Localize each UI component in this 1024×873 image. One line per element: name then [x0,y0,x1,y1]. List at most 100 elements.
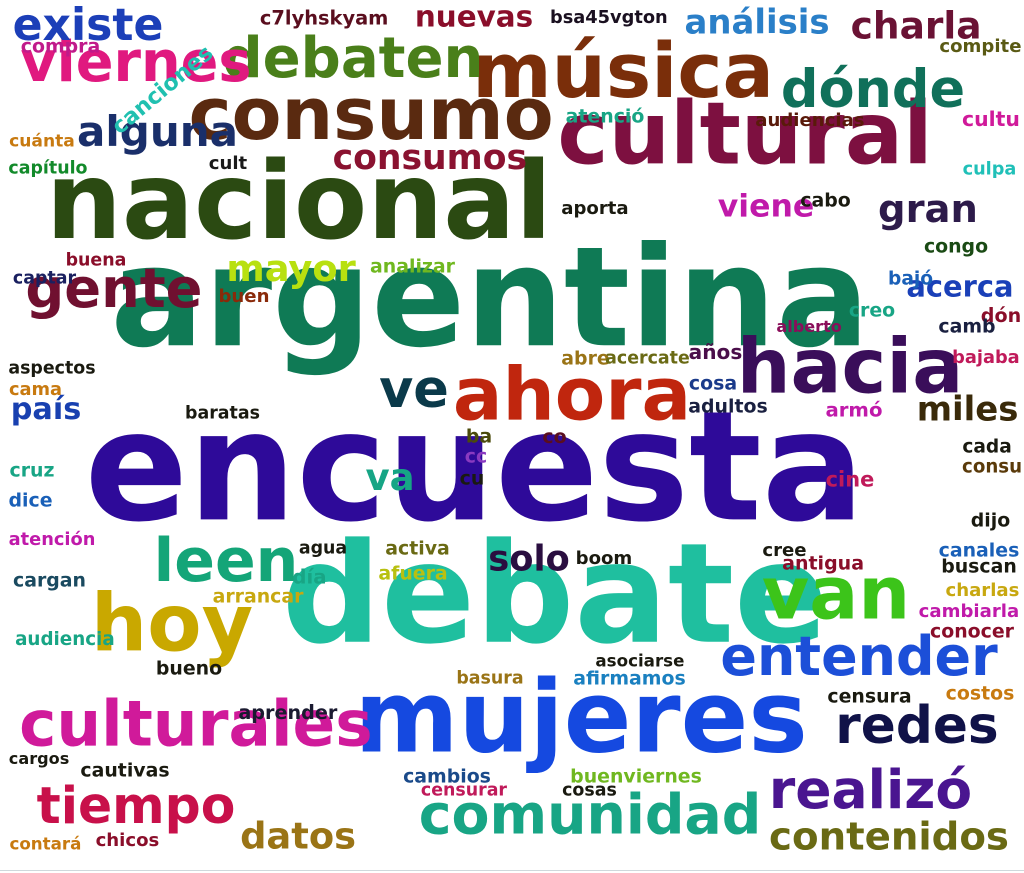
word: audiencia [15,628,115,650]
word: capítulo [8,158,88,179]
word: antigua [782,552,865,575]
word: va [365,456,415,500]
word: cargos [8,748,70,768]
word: argentina [110,216,870,379]
word: acercate [605,348,690,369]
word: existe [12,0,164,51]
word: entender [720,625,998,689]
word: agua [298,538,348,559]
word: chicos [95,829,160,851]
word: adultos [688,395,768,418]
word: nuevas [414,0,534,34]
word: tiempo [36,775,236,835]
word: boom [575,547,633,569]
word: solo [488,538,570,580]
word: buen [218,285,270,307]
word: culturales [19,687,373,761]
word: país [10,391,82,427]
word: dónde [780,58,966,120]
word: captar [12,268,77,289]
word: aporta [561,197,629,219]
word: redes [835,696,999,757]
word: hoy [90,577,254,670]
word: alberto [776,316,842,336]
word: arrancar [212,585,304,608]
word: leen [153,526,299,597]
word: charlas [945,579,1020,601]
word: cargan [13,569,86,592]
word: cine [825,467,875,492]
word: cultural [557,84,933,185]
word: cosas [562,780,617,801]
word: co [542,426,567,449]
word: viernes [20,30,252,96]
word: día [292,565,327,589]
word: cree [762,539,807,561]
word: análisis [684,2,830,42]
word: canales [938,539,1020,562]
word: conocer [930,620,1014,643]
word: cosa [688,372,738,395]
word: c7lyhskyam [259,6,389,30]
word: cada [962,436,1012,458]
word: realizó [768,758,973,822]
word: debate [281,512,829,675]
word: miles [916,389,1019,429]
word: charla [850,3,982,48]
word: censura [827,685,912,708]
word: van [761,552,911,637]
word: encuesta [84,378,865,556]
word: nacional [45,140,552,265]
word: censurar [420,780,508,801]
word: cult [208,152,248,174]
word: bsa45vgton [549,7,668,29]
word: basura [456,668,524,689]
word: consumos [332,138,528,179]
word: atención [8,529,96,551]
word: acerca [906,269,1014,304]
word: buscan [941,555,1017,578]
word: dijo [970,509,1011,532]
word: activa [385,537,450,560]
word: cabo [800,189,851,212]
word: cambiarla [918,600,1020,622]
word: compra [20,35,101,58]
word: creo [848,299,896,322]
word: cama [8,379,63,401]
word: atenció [565,105,645,128]
word: mujeres [354,658,808,776]
word: cautivas [80,759,170,782]
word: costos [945,682,1015,705]
word: dón [980,303,1022,327]
word: contenidos [769,814,1009,860]
word: comunidad [418,783,762,848]
word: consumo [188,73,554,158]
word: culpa [962,159,1017,180]
word: compite [939,35,1022,57]
word: viene [717,188,815,225]
word: cruz [9,459,55,482]
word: contará [9,833,82,854]
word: cultu [962,106,1020,131]
word: dice [8,489,53,512]
word: buenviernes [570,765,702,788]
word: congo [923,235,989,258]
word: cc [464,445,488,468]
word: aprender [238,700,338,724]
word: datos [240,814,357,858]
word: cambios [403,765,491,788]
word: ba [465,425,493,448]
word: afirmamos [573,667,686,690]
word: gente [25,256,203,320]
word: bajó [888,268,934,290]
word: analizar [370,255,455,278]
word: bueno [155,657,223,680]
word: abre [561,347,610,370]
word: afuera [378,562,448,585]
word: debaten [222,25,484,91]
word: armó [825,398,883,422]
word: gran [878,187,978,233]
word: audiencias [755,109,865,131]
word: camb [938,315,996,338]
